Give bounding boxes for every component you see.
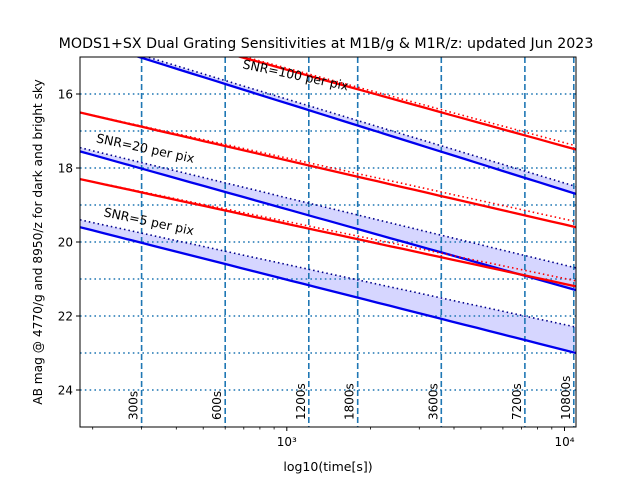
- vline-label-1800s: 1800s: [343, 383, 357, 420]
- series-blue-dark-snr5: [80, 226, 576, 355]
- vline-label-3600s: 3600s: [426, 383, 440, 420]
- axes: 16 18 20 22 24 10³ 10⁴: [58, 88, 575, 450]
- series-blue-dark-snr20: [80, 150, 576, 292]
- chart-title: MODS1+SX Dual Grating Sensitivities at M…: [59, 36, 594, 52]
- y-axis-label: AB mag @ 4770/g and 8950/z for dark and …: [31, 79, 45, 405]
- fill-band-3: [80, 219, 576, 353]
- vline-label-10800s: 10800s: [559, 376, 573, 420]
- series-blue-dark-snr100: [135, 57, 576, 195]
- series-red-bright-snr20: [80, 111, 576, 223]
- vline-label-7200s: 7200s: [510, 383, 524, 420]
- series-red-bright-snr100: [242, 57, 576, 147]
- x-tick-label-10000: 10⁴: [554, 435, 574, 449]
- series-blue-bright-snr100: [144, 57, 576, 188]
- y-tick-label-24: 24: [58, 384, 73, 398]
- vline-label-600s: 600s: [210, 391, 224, 420]
- annotation-snr-1: SNR=100 per pix: [241, 56, 350, 93]
- series-red-dark-snr100: [236, 57, 576, 151]
- plot-area: 300s 600s 1200s 1800s 3600s 7200s 10800s SNR=10…: [80, 56, 576, 427]
- x-tick-label-1000: 10³: [277, 435, 297, 449]
- series-red-dark-snr20: [80, 111, 576, 229]
- series-red-bright-snr5: [80, 178, 576, 282]
- series-red-dark-snr5: [80, 177, 576, 288]
- x-axis-label: log10(time[s]): [283, 459, 372, 474]
- vline-label-300s: 300s: [127, 391, 141, 420]
- y-tick-label-18: 18: [58, 162, 73, 176]
- y-tick-label-16: 16: [58, 88, 73, 102]
- vline-label-1200s: 1200s: [294, 383, 308, 420]
- y-tick-label-20: 20: [58, 236, 73, 250]
- y-tick-label-22: 22: [58, 310, 73, 324]
